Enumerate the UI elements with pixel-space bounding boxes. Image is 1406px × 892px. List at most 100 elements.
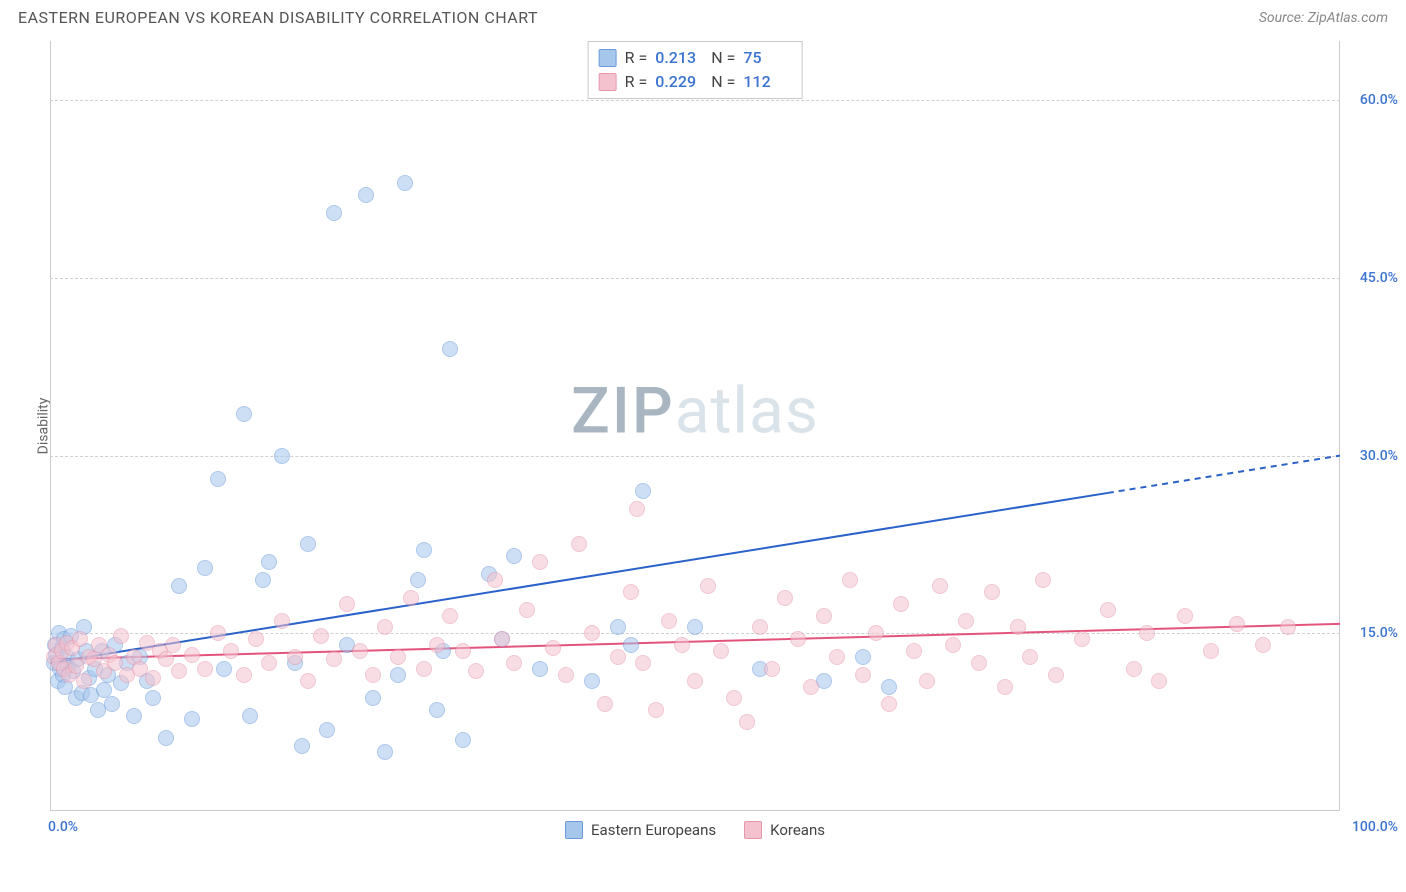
n-label: N =	[711, 70, 735, 94]
data-point-koreans	[584, 625, 600, 641]
data-point-koreans	[455, 643, 471, 659]
legend-swatch-icon	[599, 73, 617, 91]
source-prefix: Source:	[1259, 10, 1308, 26]
data-point-koreans	[623, 584, 639, 600]
data-point-koreans	[171, 663, 187, 679]
data-point-koreans	[816, 608, 832, 624]
data-point-eastern_europeans	[261, 554, 277, 570]
data-point-koreans	[971, 655, 987, 671]
data-point-koreans	[165, 637, 181, 653]
data-point-koreans	[72, 631, 88, 647]
data-point-koreans	[1280, 619, 1296, 635]
data-point-koreans	[545, 640, 561, 656]
data-point-eastern_europeans	[532, 661, 548, 677]
legend-swatch-icon	[599, 49, 617, 67]
data-point-koreans	[223, 643, 239, 659]
data-point-koreans	[1048, 667, 1064, 683]
data-point-koreans	[365, 667, 381, 683]
source-attribution: Source: ZipAtlas.com	[1259, 10, 1388, 26]
data-point-eastern_europeans	[184, 711, 200, 727]
data-point-koreans	[76, 673, 92, 689]
data-point-koreans	[1074, 631, 1090, 647]
data-point-koreans	[752, 619, 768, 635]
data-point-koreans	[674, 637, 690, 653]
data-point-koreans	[739, 714, 755, 730]
data-point-koreans	[197, 661, 213, 677]
r-value: 0.229	[655, 70, 703, 94]
r-value: 0.213	[655, 46, 703, 70]
legend-swatch-icon	[744, 821, 762, 839]
data-point-koreans	[1126, 661, 1142, 677]
data-point-koreans	[764, 661, 780, 677]
n-label: N =	[711, 46, 735, 70]
scatter-chart: Disability ZIPatlas R =0.213N =75R =0.22…	[50, 41, 1340, 811]
data-point-koreans	[377, 619, 393, 635]
stats-row-eastern_europeans: R = 0.213 N = 75	[599, 46, 792, 70]
data-point-koreans	[855, 667, 871, 683]
data-point-koreans	[629, 501, 645, 517]
data-point-koreans	[236, 667, 252, 683]
data-point-koreans	[997, 679, 1013, 695]
legend-label: Eastern Europeans	[591, 821, 716, 839]
data-point-koreans	[274, 613, 290, 629]
data-point-koreans	[881, 696, 897, 712]
data-point-eastern_europeans	[326, 205, 342, 221]
data-point-koreans	[107, 655, 123, 671]
data-point-koreans	[919, 673, 935, 689]
data-point-eastern_europeans	[365, 690, 381, 706]
stats-row-koreans: R =0.229N =112	[599, 70, 792, 94]
data-point-koreans	[494, 631, 510, 647]
data-point-eastern_europeans	[390, 667, 406, 683]
data-point-koreans	[416, 661, 432, 677]
data-point-eastern_europeans	[104, 696, 120, 712]
data-point-koreans	[1139, 625, 1155, 641]
data-point-eastern_europeans	[274, 448, 290, 464]
data-point-koreans	[893, 596, 909, 612]
data-point-koreans	[519, 602, 535, 618]
data-point-eastern_europeans	[377, 744, 393, 760]
y-tick-label: 45.0%	[1360, 270, 1398, 286]
chart-header: EASTERN EUROPEAN VS KOREAN DISABILITY CO…	[0, 0, 1406, 31]
data-point-koreans	[868, 625, 884, 641]
data-point-koreans	[829, 649, 845, 665]
data-point-eastern_europeans	[216, 661, 232, 677]
data-point-koreans	[261, 655, 277, 671]
data-point-eastern_europeans	[623, 637, 639, 653]
data-point-koreans	[597, 696, 613, 712]
r-label: R =	[625, 46, 648, 70]
data-point-koreans	[403, 590, 419, 606]
data-point-koreans	[1035, 572, 1051, 588]
data-point-koreans	[1255, 637, 1271, 653]
data-point-eastern_europeans	[584, 673, 600, 689]
data-point-eastern_europeans	[429, 702, 445, 718]
data-point-eastern_europeans	[300, 536, 316, 552]
data-point-eastern_europeans	[255, 572, 271, 588]
data-point-koreans	[210, 625, 226, 641]
data-point-koreans	[145, 670, 161, 686]
data-point-koreans	[1010, 619, 1026, 635]
data-point-koreans	[442, 608, 458, 624]
legend-item-eastern_europeans: Eastern Europeans	[565, 821, 716, 839]
data-point-koreans	[932, 578, 948, 594]
data-point-koreans	[945, 637, 961, 653]
data-point-eastern_europeans	[294, 738, 310, 754]
y-tick-label: 60.0%	[1360, 92, 1398, 108]
data-point-koreans	[1177, 608, 1193, 624]
data-point-koreans	[687, 673, 703, 689]
data-point-koreans	[790, 631, 806, 647]
x-tick-label: 100.0%	[1352, 819, 1398, 835]
data-point-eastern_europeans	[126, 708, 142, 724]
data-point-koreans	[558, 667, 574, 683]
source-name: ZipAtlas.com	[1308, 10, 1388, 26]
data-point-koreans	[713, 643, 729, 659]
data-point-koreans	[906, 643, 922, 659]
data-point-eastern_europeans	[242, 708, 258, 724]
data-point-eastern_europeans	[358, 187, 374, 203]
data-point-eastern_europeans	[236, 406, 252, 422]
data-point-eastern_europeans	[197, 560, 213, 576]
data-point-eastern_europeans	[158, 730, 174, 746]
data-point-eastern_europeans	[210, 471, 226, 487]
data-point-koreans	[984, 584, 1000, 600]
n-value: 75	[743, 46, 791, 70]
y-tick-label: 30.0%	[1360, 448, 1398, 464]
